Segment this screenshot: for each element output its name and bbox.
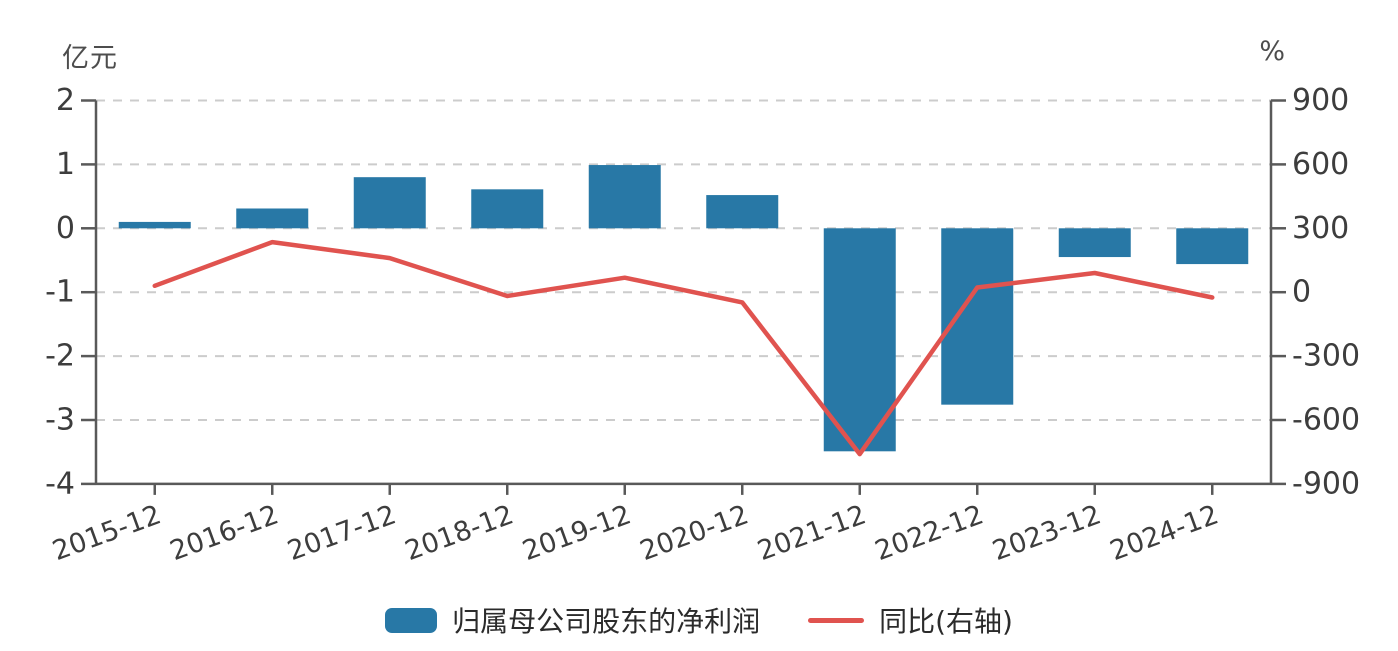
- bar-series-label: 归属母公司股东的净利润: [452, 605, 761, 638]
- legend-item-net-profit: 归属母公司股东的净利润: [385, 600, 760, 640]
- right-axis-tick-label: -600: [1292, 403, 1360, 438]
- left-axis-tick-label: 2: [56, 83, 75, 118]
- x-axis-tick-label: 2022-12: [871, 499, 988, 567]
- bar-2020-12: [706, 195, 779, 229]
- x-axis-tick-label: 2024-12: [1106, 499, 1223, 567]
- right-axis-unit-label: %: [1259, 36, 1286, 67]
- left-axis-tick-label: -3: [45, 403, 75, 438]
- right-axis-tick-label: 0: [1292, 275, 1311, 310]
- bar-2022-12: [941, 228, 1014, 405]
- bar-2021-12: [823, 228, 896, 452]
- right-axis-tick-label: 300: [1292, 211, 1349, 246]
- left-axis-tick-label: 0: [56, 211, 75, 246]
- bar-2016-12: [236, 208, 309, 229]
- x-axis-tick-label: 2017-12: [284, 499, 401, 567]
- x-axis-tick-label: 2016-12: [166, 499, 283, 567]
- legend: 归属母公司股东的净利润 同比(右轴): [0, 600, 1398, 640]
- bar-series-swatch: [385, 607, 438, 633]
- line-series-swatch: [808, 617, 865, 623]
- x-axis-tick-label: 2019-12: [519, 499, 636, 567]
- bar-2018-12: [471, 189, 544, 229]
- bar-2019-12: [588, 165, 661, 229]
- left-axis-tick-label: -4: [45, 466, 75, 501]
- legend-item-yoy: 同比(右轴): [808, 600, 1013, 640]
- bar-2024-12: [1176, 228, 1249, 265]
- right-axis-tick-label: 600: [1292, 147, 1349, 182]
- yoy-line: [152, 239, 1215, 457]
- left-axis-tick-label: -1: [45, 275, 75, 310]
- right-axis-tick-label: -300: [1292, 339, 1360, 374]
- left-axis-unit-label: 亿元: [62, 43, 118, 74]
- line-series-label: 同比(右轴): [879, 605, 1013, 638]
- x-axis-tick-label: 2020-12: [636, 499, 753, 567]
- bar-2017-12: [353, 177, 426, 229]
- bar-2015-12: [118, 221, 191, 229]
- left-axis-tick-label: -2: [45, 339, 75, 374]
- right-axis-tick-label: -900: [1292, 466, 1360, 501]
- x-axis-tick-label: 2023-12: [989, 499, 1106, 567]
- x-axis-tick-label: 2018-12: [401, 499, 518, 567]
- x-axis-tick-label: 2021-12: [754, 499, 871, 567]
- bar-2023-12: [1058, 228, 1131, 258]
- x-axis-tick-label: 2015-12: [49, 499, 166, 567]
- left-axis-tick-label: 1: [56, 147, 75, 182]
- right-axis-tick-label: 900: [1292, 83, 1349, 118]
